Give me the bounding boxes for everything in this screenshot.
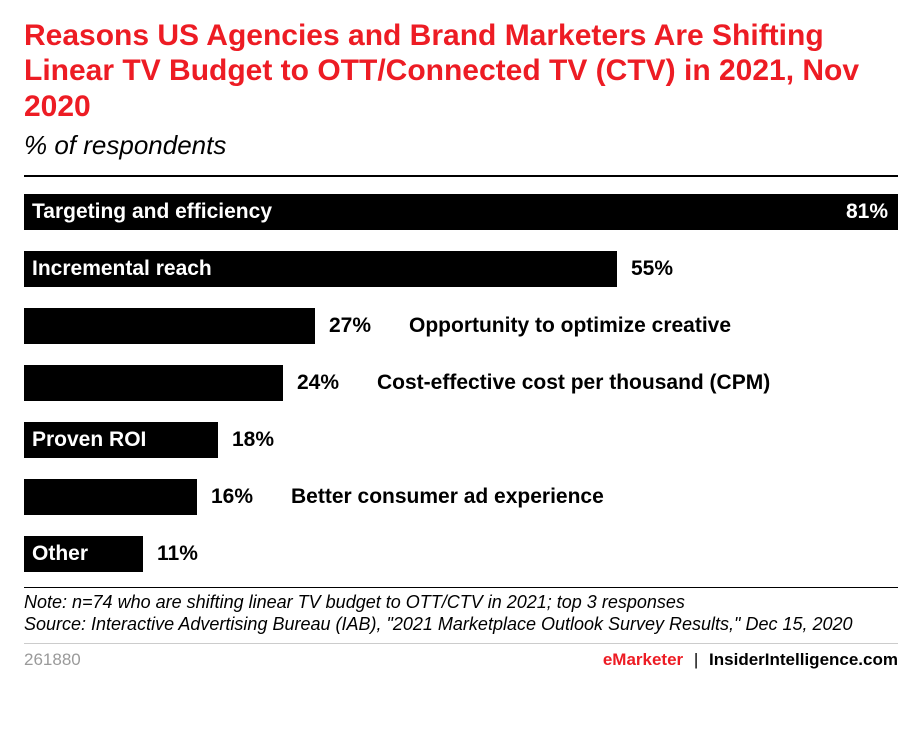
bar-row: Other 11% <box>24 529 898 579</box>
bar-value: 11% <box>157 536 198 572</box>
bar-label: Better consumer ad experience <box>291 479 604 515</box>
bar-row: Incremental reach 55% <box>24 244 898 294</box>
brand-insider-intelligence: InsiderIntelligence.com <box>709 650 898 669</box>
bar-label: Proven ROI <box>32 422 146 458</box>
bar-label: Incremental reach <box>32 251 212 287</box>
bar-row: Better consumer ad experience 16% <box>24 472 898 522</box>
chart-footer: 261880 eMarketer | InsiderIntelligence.c… <box>24 643 898 670</box>
brand-emarketer: eMarketer <box>603 650 683 669</box>
chart-note: Note: n=74 who are shifting linear TV bu… <box>24 592 898 614</box>
bar-label: Other <box>32 536 88 572</box>
bar-row: Opportunity to optimize creative 27% <box>24 301 898 351</box>
chart-subtitle: % of respondents <box>24 130 898 161</box>
bar-row: Proven ROI 18% <box>24 415 898 465</box>
bar-label: Opportunity to optimize creative <box>409 308 731 344</box>
chart-source: Source: Interactive Advertising Bureau (… <box>24 614 898 636</box>
brand-separator: | <box>688 650 704 669</box>
bar-value: 81% <box>846 194 888 230</box>
bar-chart: Targeting and efficiency 81% Incremental r… <box>24 177 898 579</box>
chart-bottom-rule <box>24 587 898 588</box>
bar-value: 55% <box>631 251 673 287</box>
chart-title: Reasons US Agencies and Brand Marketers … <box>24 18 898 124</box>
bar-value: 27% <box>329 308 371 344</box>
bar-value: 18% <box>232 422 274 458</box>
brand-credits: eMarketer | InsiderIntelligence.com <box>603 650 898 670</box>
bar-value: 16% <box>211 479 253 515</box>
bar-row: Cost-effective cost per thousand (CPM) 24… <box>24 358 898 408</box>
bar <box>24 308 315 344</box>
chart-id: 261880 <box>24 650 81 670</box>
bar-value: 24% <box>297 365 339 401</box>
bar-label: Cost-effective cost per thousand (CPM) <box>377 365 770 401</box>
bar-label: Targeting and efficiency <box>32 194 272 230</box>
bar <box>24 365 283 401</box>
bar <box>24 479 197 515</box>
bar-row: Targeting and efficiency 81% <box>24 187 898 237</box>
